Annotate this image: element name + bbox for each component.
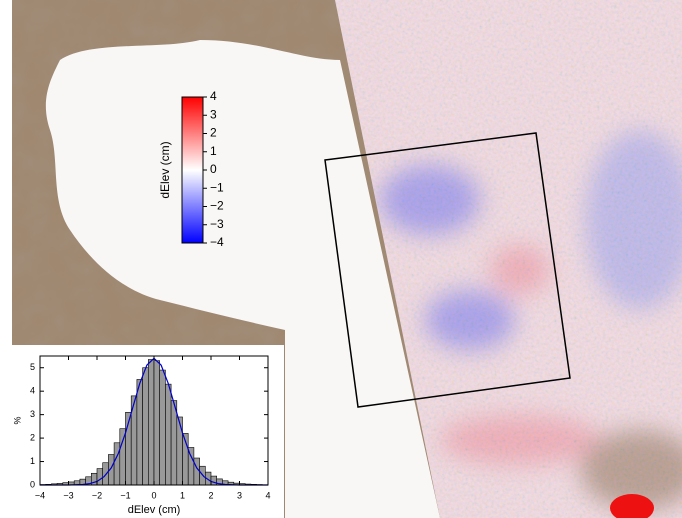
x-axis-label: dElev (cm) [128, 504, 181, 516]
histogram-bar [176, 416, 183, 486]
histogram-bar [193, 457, 200, 486]
histogram-bar [153, 360, 160, 486]
histogram-bar [170, 400, 178, 486]
x-tick-label: 3 [237, 490, 242, 500]
study-area-box [324, 132, 571, 408]
y-tick-label: 1 [30, 456, 35, 466]
salt-flat [45, 40, 441, 518]
colorbar: 4 3 2 1 0 −1 −2 −3 −4 dElev (cm) [158, 89, 224, 249]
y-tick-label: 0 [30, 479, 35, 489]
x-tick-label: 4 [265, 490, 270, 500]
x-tick-label: −2 [92, 490, 102, 500]
x-tick-label: −3 [63, 490, 73, 500]
y-tick-label: 5 [30, 362, 35, 372]
histogram-bar [96, 468, 103, 486]
histogram: −4 −3 −2 −1 0 1 2 3 4 0 1 2 3 4 5 dElev (cm)% [12, 355, 271, 516]
red-patch [610, 494, 654, 518]
histogram-bar [165, 383, 172, 486]
y-tick-label: 3 [30, 409, 35, 419]
x-tick-label: 2 [208, 490, 213, 500]
x-tick-label: 0 [151, 490, 156, 500]
colorbar-tick-label: 4 [210, 89, 217, 103]
colorbar-scale [181, 96, 204, 244]
colorbar-tick-label: 0 [210, 162, 217, 176]
histogram-bar [210, 475, 217, 486]
colorbar-tick-label: −2 [210, 199, 224, 213]
y-axis-label: % [12, 416, 22, 424]
colorbar-tick-label: −4 [210, 235, 224, 249]
histogram-bar [148, 359, 155, 486]
histogram-bar [142, 367, 149, 486]
colorbar-tick-label: −3 [210, 217, 224, 231]
y-tick-label: 4 [30, 386, 35, 396]
histogram-bar [136, 379, 143, 486]
histogram-bar [102, 462, 109, 486]
colorbar-tick-label: 2 [210, 126, 217, 140]
histogram-bar [113, 442, 121, 486]
colorbar-label: dElev (cm) [158, 141, 172, 198]
deformation-overlay [335, 0, 682, 518]
x-tick-label: 1 [180, 490, 185, 500]
x-tick-label: −4 [35, 490, 45, 500]
histogram-bar [159, 369, 166, 486]
colorbar-tick-label: 1 [210, 144, 217, 158]
x-tick-label: −1 [120, 490, 130, 500]
y-tick-label: 2 [30, 432, 35, 442]
colorbar-tick-label: −1 [210, 180, 224, 194]
colorbar-tick-label: 3 [210, 107, 217, 121]
